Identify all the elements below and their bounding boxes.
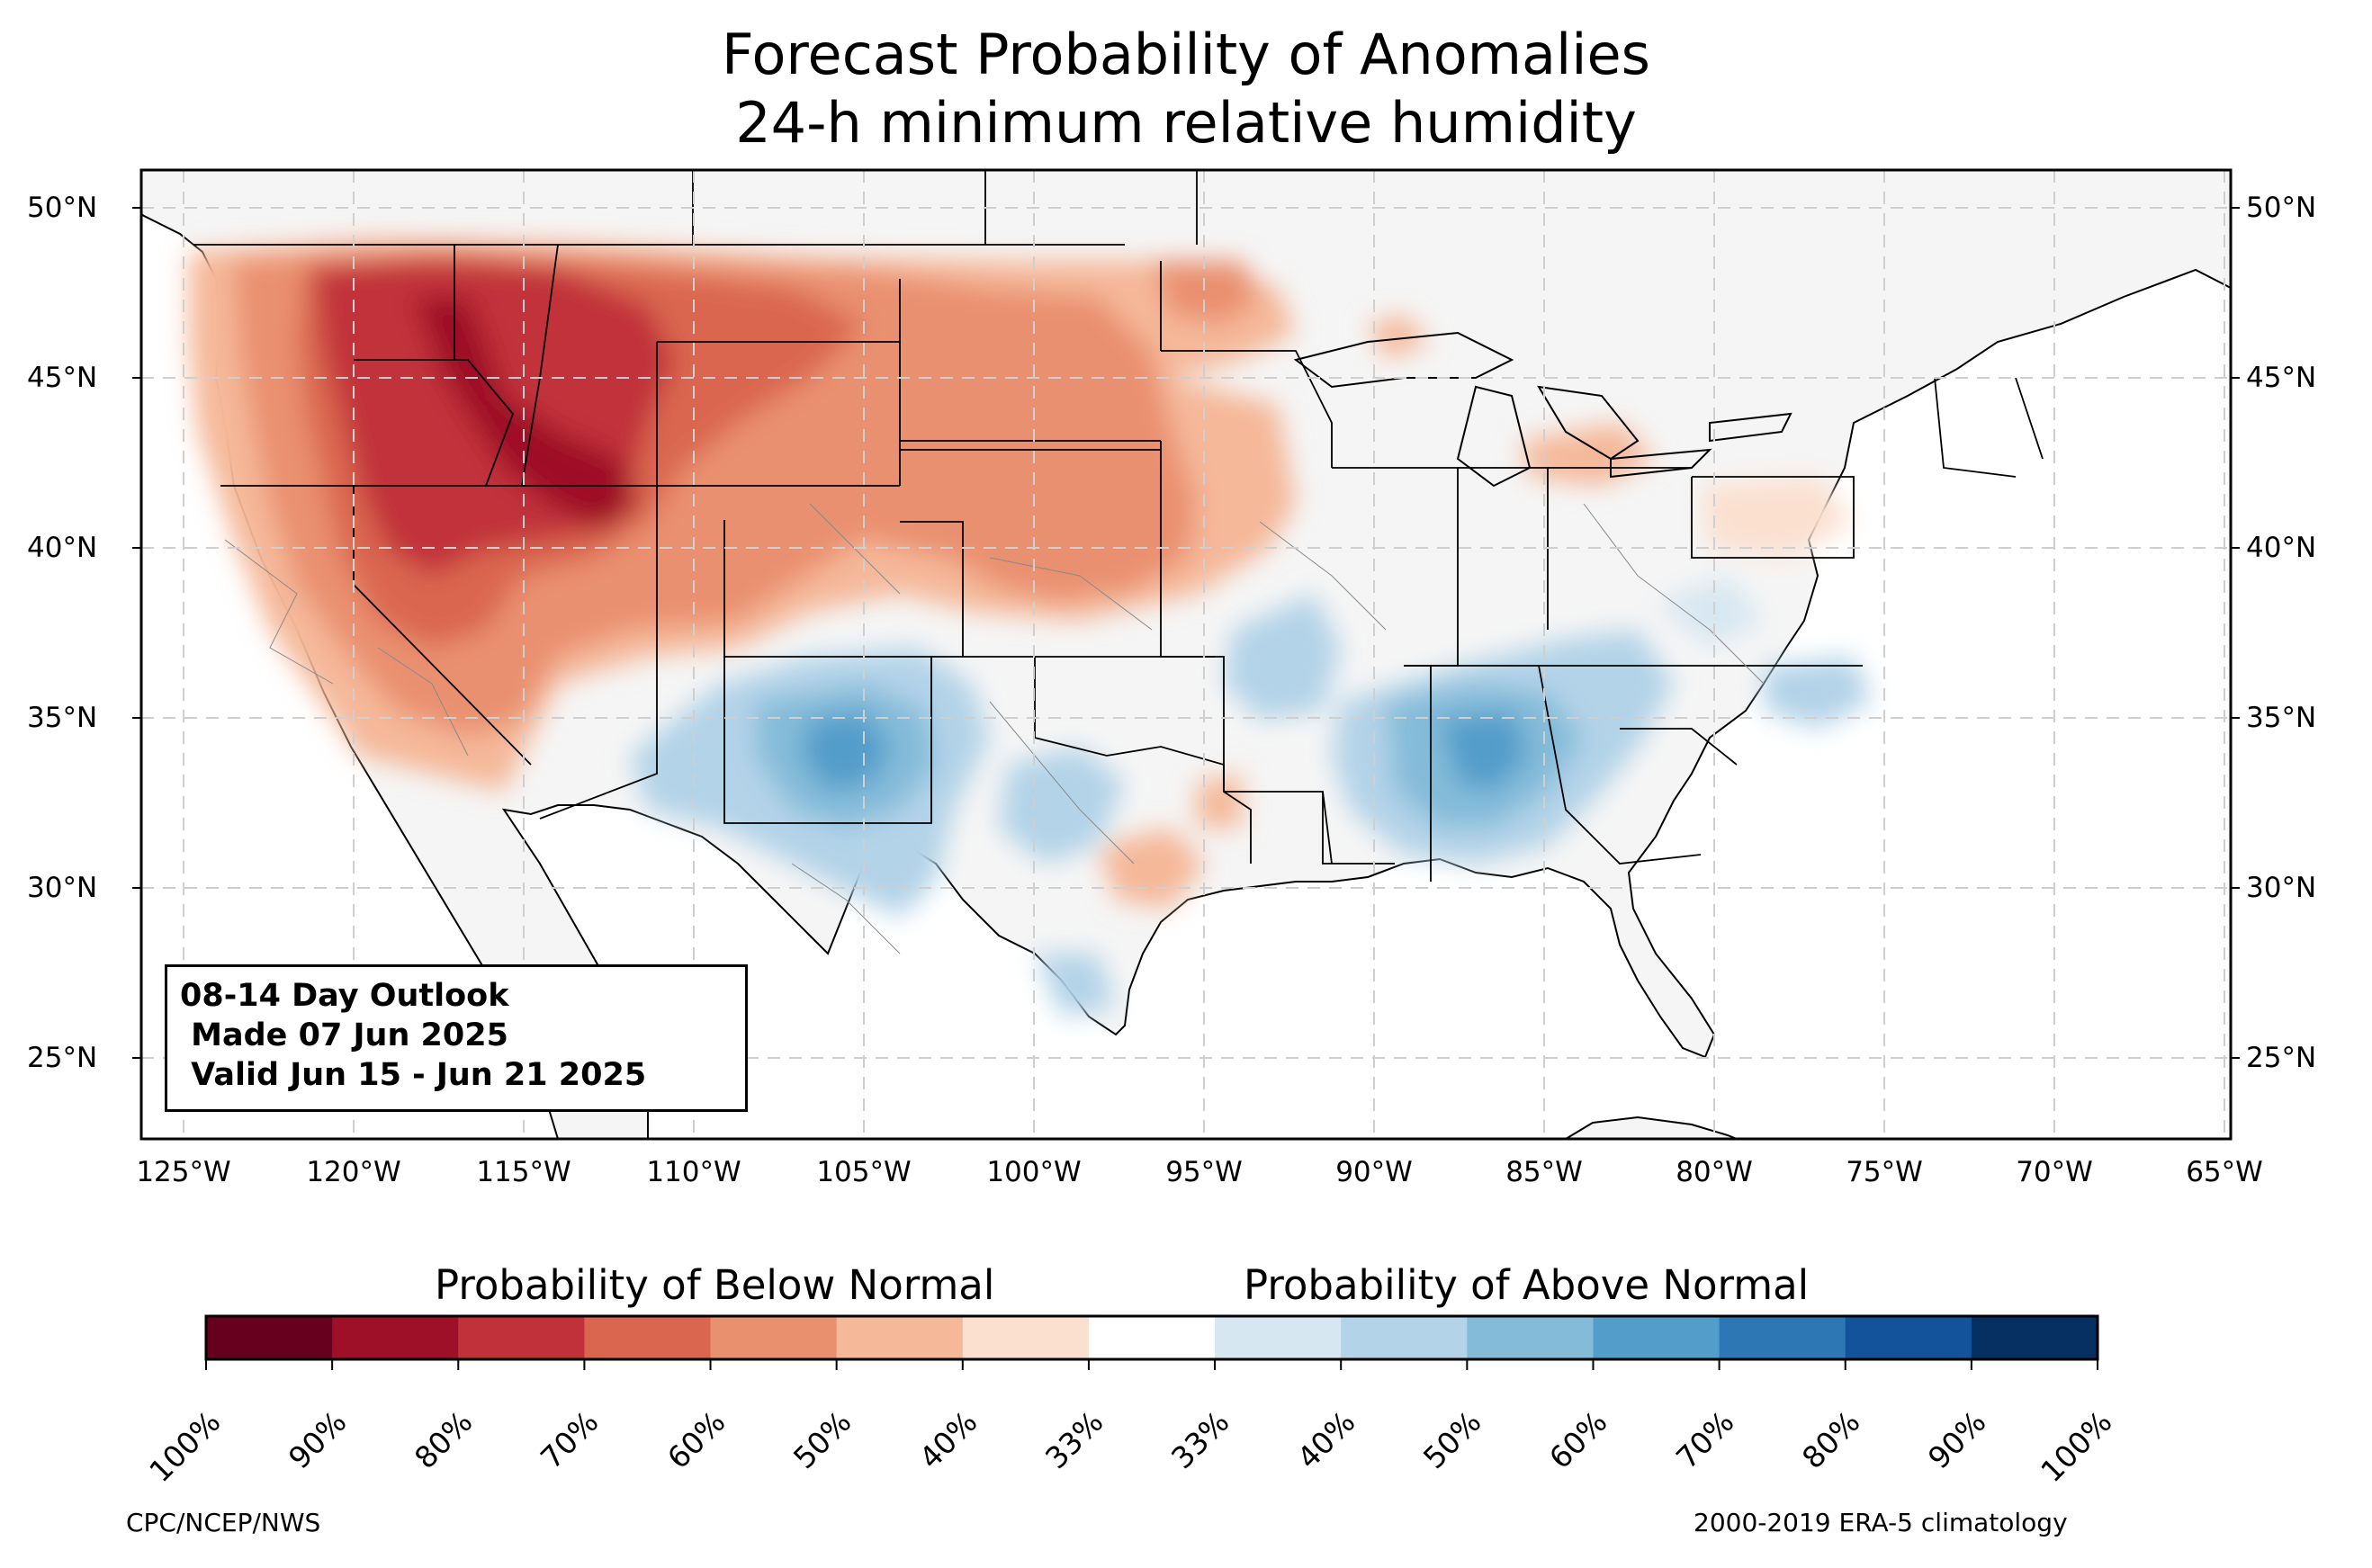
below-normal-shading	[189, 238, 1854, 909]
colorbar-above-label: Probability of Above Normal	[1244, 1261, 1810, 1309]
colorbar-swatch	[1719, 1316, 1846, 1359]
longitude-tick-label: 120°W	[306, 1156, 401, 1188]
colorbar-swatch	[332, 1316, 459, 1359]
latitude-tick-label: 40°N	[27, 532, 98, 564]
longitude-tick-label: 125°W	[136, 1156, 231, 1188]
longitude-tick-label: 90°W	[1335, 1156, 1413, 1188]
colorbar-swatch	[458, 1316, 585, 1359]
state-boundaries	[193, 170, 2044, 882]
colorbar-swatch	[1971, 1316, 2098, 1359]
latitude-tick-label: 40°N	[2246, 532, 2317, 564]
county-lines	[224, 503, 1765, 954]
latitude-tick-label: 35°N	[2246, 702, 2317, 734]
longitude-tick-label: 115°W	[476, 1156, 571, 1188]
colorbar-swatch	[962, 1316, 1090, 1359]
latitude-tick-label: 30°N	[27, 872, 98, 904]
colorbar-swatch	[1467, 1316, 1594, 1359]
outlook-valid-range: Valid Jun 15 - Jun 21 2025	[180, 1057, 647, 1093]
colorbar-swatch	[710, 1316, 838, 1359]
latitude-tick-label: 50°N	[2246, 192, 2317, 224]
colorbar-swatch	[1845, 1316, 1972, 1359]
above-normal-shading	[630, 576, 1872, 1017]
latitude-tick-label: 30°N	[2246, 872, 2317, 904]
colorbar-below-label: Probability of Below Normal	[435, 1261, 995, 1309]
outlook-made-date: Made 07 Jun 2025	[180, 1017, 508, 1053]
colorbar-swatch	[584, 1316, 712, 1359]
longitude-tick-label: 105°W	[816, 1156, 912, 1188]
latitude-tick-label: 35°N	[27, 702, 98, 734]
longitude-tick-label: 95°W	[1165, 1156, 1243, 1188]
colorbar	[204, 1314, 2099, 1370]
great-lakes-outline	[1293, 331, 1792, 488]
outlook-info-box: 08-14 Day Outlook Made 07 Jun 2025 Valid…	[165, 964, 748, 1112]
map-subtitle: 24-h minimum relative humidity	[735, 90, 1637, 156]
latitude-tick-label: 25°N	[27, 1042, 98, 1074]
colorbar-swatch	[1593, 1316, 1721, 1359]
longitude-tick-label: 70°W	[2016, 1156, 2093, 1188]
land-cuba	[1564, 1116, 1738, 1139]
latitude-tick-label: 45°N	[2246, 362, 2317, 394]
latitude-tick-label: 45°N	[27, 362, 98, 394]
colorbar-swatch	[1088, 1316, 1216, 1359]
colorbar-swatch	[206, 1316, 333, 1359]
outlook-period: 08-14 Day Outlook	[180, 978, 509, 1014]
colorbar-swatch	[836, 1316, 964, 1359]
latitude-tick-label: 25°N	[2246, 1042, 2317, 1074]
map-title: Forecast Probability of Anomalies	[722, 22, 1650, 87]
colorbar-swatch	[1215, 1316, 1342, 1359]
colorbar-swatch	[1341, 1316, 1468, 1359]
map-frame	[139, 168, 2233, 1141]
footer-source: CPC/NCEP/NWS	[126, 1508, 321, 1537]
axis-ticks	[132, 207, 2240, 1059]
longitude-tick-label: 110°W	[646, 1156, 741, 1188]
latitude-tick-label: 50°N	[27, 192, 98, 224]
longitude-tick-label: 65°W	[2186, 1156, 2263, 1188]
longitude-tick-label: 80°W	[1676, 1156, 1753, 1188]
footer-climatology: 2000-2019 ERA-5 climatology	[1694, 1508, 2068, 1537]
longitude-tick-label: 85°W	[1505, 1156, 1583, 1188]
graticule	[141, 170, 2231, 1139]
colorbar-frame	[204, 1314, 2099, 1361]
longitude-tick-label: 75°W	[1846, 1156, 1923, 1188]
longitude-tick-label: 100°W	[986, 1156, 1082, 1188]
